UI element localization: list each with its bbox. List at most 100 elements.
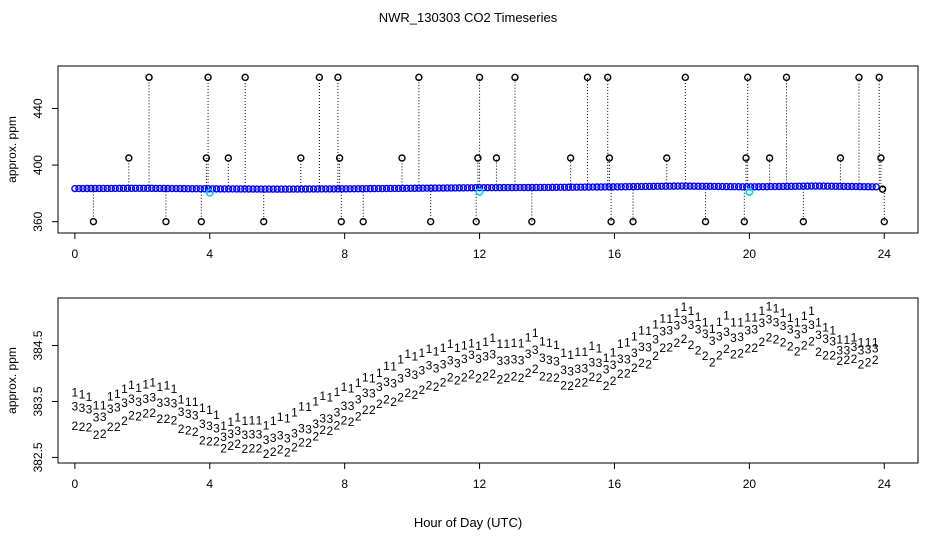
series-3-point: 3 <box>603 363 610 377</box>
series-1-point: 1 <box>369 372 376 386</box>
series-1-point: 1 <box>334 385 341 399</box>
baseline-point <box>544 183 553 192</box>
baseline-point <box>443 184 451 192</box>
baseline-point <box>439 184 447 192</box>
series-3-point: 3 <box>610 358 617 372</box>
series-1-point: 1 <box>199 401 206 415</box>
series-3-point: 3 <box>489 347 496 361</box>
series-3-point: 3 <box>780 319 787 333</box>
baseline-point <box>459 184 468 192</box>
series-2-point: 2 <box>865 355 872 369</box>
baseline-point <box>451 184 459 192</box>
baseline-point <box>144 184 152 193</box>
series-2-point: 2 <box>348 415 355 429</box>
series-3-point: 3 <box>411 368 418 382</box>
series-3-point: 3 <box>851 340 858 354</box>
series-2-point: 2 <box>581 376 588 390</box>
outlier-point <box>799 217 808 226</box>
baseline-point <box>192 185 200 193</box>
outlier-point <box>202 154 211 162</box>
series-2-point: 2 <box>319 423 326 437</box>
baseline-point <box>237 185 245 193</box>
baseline-point <box>419 184 427 192</box>
series-3-point: 3 <box>206 419 213 433</box>
baseline-point <box>374 184 383 193</box>
series-2-point: 2 <box>404 386 411 400</box>
series-3-point: 3 <box>723 325 730 339</box>
series-3-point: 3 <box>709 334 716 348</box>
baseline-point <box>819 182 828 190</box>
series-2-point: 2 <box>397 390 404 404</box>
series-1-point: 1 <box>241 414 248 428</box>
baseline-point <box>390 184 399 193</box>
baseline-point <box>111 184 120 193</box>
series-3-point: 3 <box>142 392 149 406</box>
series-3-point: 3 <box>376 380 383 394</box>
series-1-point: 1 <box>716 315 723 329</box>
baseline-point <box>220 185 229 193</box>
outlier-point <box>426 217 435 226</box>
x-tick-label-1: 12 <box>473 477 487 491</box>
series-1-point: 1 <box>397 353 404 367</box>
baseline-point <box>257 185 265 193</box>
series-3-point: 3 <box>624 352 631 366</box>
series-2-point: 2 <box>567 379 574 393</box>
baseline-point <box>649 182 658 191</box>
baseline-point <box>512 183 520 192</box>
baseline-point <box>860 182 868 191</box>
series-1-point: 1 <box>652 318 659 332</box>
series-3-point: 3 <box>766 312 773 326</box>
outlier-point <box>880 217 888 226</box>
series-2-point: 2 <box>213 435 220 449</box>
series-3-point: 3 <box>596 356 603 370</box>
series-1-point: 1 <box>461 339 468 353</box>
series-3-point: 3 <box>270 431 277 445</box>
baseline-point <box>872 183 880 191</box>
y-tick-label-1: 384.5 <box>31 330 45 360</box>
series-1-point: 1 <box>468 336 475 350</box>
series-1-point: 1 <box>355 376 362 390</box>
series-3-point: 3 <box>794 328 801 342</box>
series-1-point: 1 <box>702 315 709 329</box>
series-3-point: 3 <box>567 365 574 379</box>
series-2-point: 2 <box>164 412 171 426</box>
series-2-point: 2 <box>688 338 695 352</box>
outlier-point <box>472 217 480 226</box>
series-3-point: 3 <box>496 354 503 368</box>
baseline-point <box>233 185 241 193</box>
baseline-point <box>605 183 613 191</box>
series-1-point: 1 <box>872 336 879 350</box>
series-2-point: 2 <box>822 349 829 363</box>
series-1-point: 1 <box>263 418 270 432</box>
series-3-point: 3 <box>263 433 270 447</box>
baseline-point <box>71 184 79 193</box>
series-1-point: 1 <box>603 351 610 365</box>
series-2-point: 2 <box>872 353 879 367</box>
series-1-point: 1 <box>390 359 397 373</box>
series-2-point: 2 <box>376 397 383 411</box>
series-3-point: 3 <box>319 411 326 425</box>
series-2-point: 2 <box>504 371 511 385</box>
baseline-point <box>216 185 225 193</box>
series-1-point: 1 <box>362 371 369 385</box>
series-2-point: 2 <box>270 445 277 459</box>
series-2-point: 2 <box>553 371 560 385</box>
baseline-point <box>475 184 484 192</box>
series-1-point: 1 <box>227 415 234 429</box>
series-1-point: 1 <box>206 403 213 417</box>
series-1-point: 1 <box>326 390 333 404</box>
baseline-point <box>184 184 192 193</box>
series-3-point: 3 <box>468 348 475 362</box>
y-tick-label-0: 400 <box>31 155 45 175</box>
y-axis-label-1: approx. ppm <box>5 347 19 414</box>
baseline-point <box>698 182 706 190</box>
baseline-point <box>779 182 787 191</box>
series-2-point: 2 <box>93 428 100 442</box>
series-2-point: 2 <box>723 342 730 356</box>
baseline-point <box>540 183 549 192</box>
series-2-point: 2 <box>858 358 865 372</box>
outlier-point <box>875 73 883 82</box>
x-tick-label-0: 0 <box>72 247 79 261</box>
series-1-point: 1 <box>376 366 383 380</box>
